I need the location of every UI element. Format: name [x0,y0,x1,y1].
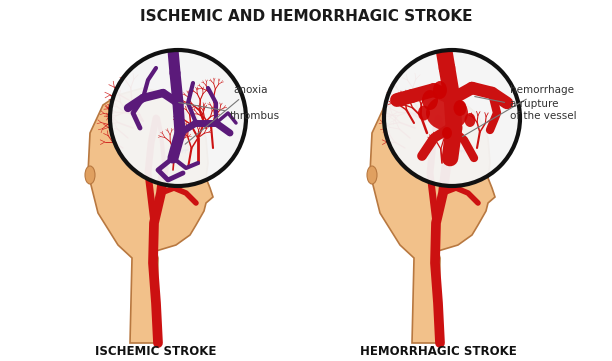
Ellipse shape [422,90,438,110]
Ellipse shape [465,113,476,127]
Circle shape [110,50,246,186]
Ellipse shape [85,166,95,184]
Polygon shape [370,88,495,343]
Ellipse shape [433,81,447,99]
Ellipse shape [426,96,468,130]
Text: ISCHEMIC STROKE: ISCHEMIC STROKE [95,345,217,358]
Text: hemorrhage: hemorrhage [463,85,574,136]
Text: a rupture
of the vessel: a rupture of the vessel [475,96,577,121]
Circle shape [384,50,520,186]
Text: anoxia: anoxia [185,85,267,144]
Polygon shape [88,88,213,343]
Text: thrombus: thrombus [179,103,280,121]
Text: ISCHEMIC AND HEMORRHAGIC STROKE: ISCHEMIC AND HEMORRHAGIC STROKE [140,9,472,24]
Ellipse shape [418,105,430,121]
Ellipse shape [453,100,466,116]
Ellipse shape [442,127,452,139]
Text: HEMORRHAGIC STROKE: HEMORRHAGIC STROKE [360,345,517,358]
Ellipse shape [367,166,377,184]
